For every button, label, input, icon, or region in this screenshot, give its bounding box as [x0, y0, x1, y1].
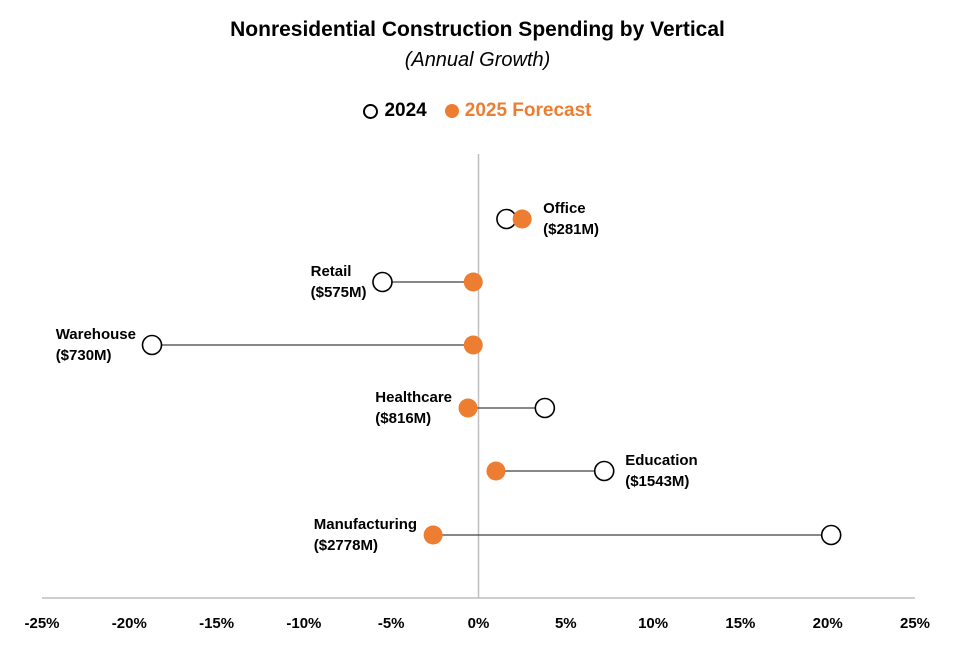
point-2025-forecast: [486, 461, 506, 481]
x-tick-label: 0%: [468, 615, 490, 632]
category-amount-label: ($575M): [311, 284, 367, 301]
category-label: Retail: [311, 263, 352, 280]
point-2024: [372, 271, 393, 293]
point-2024: [820, 524, 842, 546]
point-2025-forecast: [458, 398, 478, 418]
category-amount-label: ($816M): [375, 410, 431, 427]
point-2025-forecast: [423, 525, 443, 545]
category-label: Office: [543, 200, 586, 217]
x-tick-label: -5%: [378, 615, 405, 632]
point-2025-forecast: [463, 335, 483, 355]
point-2024: [534, 397, 556, 419]
legend-item-2024: 2024: [363, 100, 427, 122]
category-label: Education: [625, 452, 698, 469]
open-circle-icon: [363, 103, 379, 119]
chart-subtitle: (Annual Growth): [404, 49, 551, 71]
point-2024: [141, 334, 163, 356]
x-tick-label: 10%: [638, 615, 668, 632]
x-tick-label: -15%: [199, 615, 234, 632]
point-2025-forecast: [463, 272, 483, 292]
category-amount-label: ($730M): [56, 347, 112, 364]
legend-item-2025-forecast: 2025 Forecast: [444, 100, 592, 122]
category-label: Healthcare: [375, 389, 452, 406]
x-tick-label: -20%: [112, 615, 147, 632]
x-tick-label: 25%: [900, 615, 930, 632]
category-amount-label: ($1543M): [625, 473, 689, 490]
legend-label-2024: 2024: [384, 100, 427, 121]
category-label: Warehouse: [56, 326, 136, 343]
x-tick-label: 15%: [725, 615, 755, 632]
x-tick-label: -25%: [24, 615, 59, 632]
category-amount-label: ($281M): [543, 221, 599, 238]
x-tick-label: 20%: [813, 615, 843, 632]
point-2024: [593, 460, 615, 482]
x-tick-label: -10%: [286, 615, 321, 632]
category-label: Manufacturing: [314, 516, 417, 533]
chart-title: Nonresidential Construction Spending by …: [230, 18, 725, 41]
x-tick-label: 5%: [555, 615, 577, 632]
chart-legend: 2024 2025 Forecast: [0, 100, 955, 122]
filled-circle-icon: [444, 104, 459, 118]
category-amount-label: ($2778M): [314, 537, 378, 554]
point-2025-forecast: [512, 209, 532, 229]
legend-label-2025-forecast: 2025 Forecast: [464, 100, 592, 121]
